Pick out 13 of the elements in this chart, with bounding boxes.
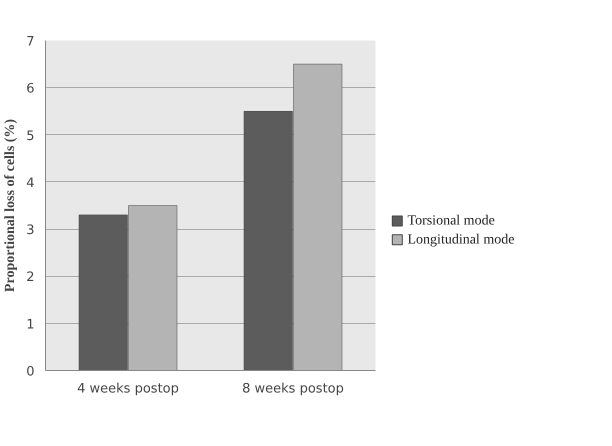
y-tick-label: 7 bbox=[26, 34, 35, 50]
x-tick-label: 4 weeks postop bbox=[77, 382, 179, 396]
y-tick-label: 6 bbox=[26, 82, 35, 97]
y-tick-label: 0 bbox=[26, 364, 35, 380]
y-tick-label: 5 bbox=[26, 128, 35, 144]
y-axis-title: Proportional loss of cells (%) bbox=[3, 118, 18, 292]
legend-label: Longitudinal mode bbox=[408, 232, 514, 248]
y-tick-label: 4 bbox=[26, 176, 35, 191]
y-tick-label: 1 bbox=[26, 317, 35, 332]
y-tick-label: 2 bbox=[26, 270, 35, 286]
y-tick-label: 3 bbox=[26, 223, 35, 238]
x-tick-label: 8 weeks postop bbox=[242, 382, 344, 396]
legend-label: Torsional mode bbox=[408, 213, 495, 228]
